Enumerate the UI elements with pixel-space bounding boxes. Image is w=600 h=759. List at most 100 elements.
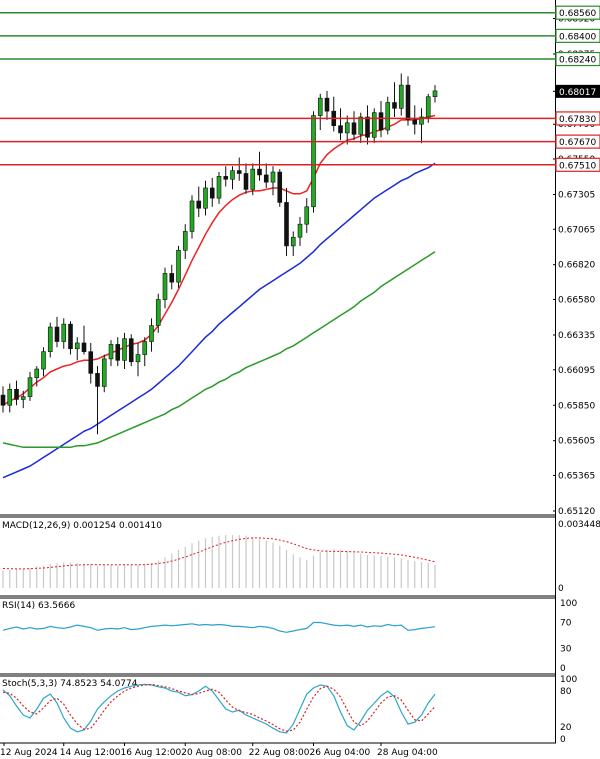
- candle-body: [149, 325, 154, 342]
- resistance-1-label: 0.68240: [559, 56, 596, 66]
- candle: [20, 390, 26, 409]
- candle-body: [209, 187, 215, 199]
- key-levels: 0.68560 0.68400 0.68240 0.67830 0.67670 0.675…: [0, 5, 600, 172]
- candle-body: [27, 377, 33, 397]
- candle-body: [338, 125, 343, 134]
- macd-histogram: [2, 535, 436, 588]
- candle: [122, 332, 127, 370]
- candle-body: [223, 176, 229, 180]
- candle-body: [284, 202, 289, 247]
- macd-signal-line: [2, 537, 436, 570]
- candle-body: [216, 176, 222, 199]
- candle: [324, 90, 330, 120]
- time-tick-label: 12 Aug 2024: [0, 748, 58, 758]
- candle-body: [304, 206, 310, 225]
- candle: [149, 318, 154, 352]
- panel-frames: [0, 0, 556, 744]
- candle: [196, 186, 202, 217]
- candle: [0, 386, 6, 413]
- macd-tick-label: 0.003448: [558, 520, 600, 530]
- macd-panel: MACD(12,26,9) 0.001254 0.001410 0.003448…: [2, 520, 600, 594]
- time-tick-label: 28 Aug 04:00: [377, 748, 438, 758]
- candle: [41, 347, 46, 377]
- macd-axis: 0.003448 0: [558, 520, 600, 594]
- macd-tick-label: 0: [558, 584, 564, 594]
- candle-body: [270, 171, 276, 183]
- candle-body: [351, 122, 357, 135]
- last-price-label: 0.68017: [556, 84, 600, 98]
- candlesticks: [0, 73, 438, 435]
- candle: [236, 157, 242, 181]
- candle-body: [419, 116, 424, 125]
- candle: [297, 216, 303, 246]
- candle-body: [95, 373, 100, 387]
- candle-body: [169, 273, 175, 283]
- candle-body: [297, 223, 303, 238]
- time-tick-label: 14 Aug 12:00: [60, 748, 121, 758]
- candle: [135, 342, 141, 377]
- candle: [304, 198, 310, 233]
- candle-body: [68, 323, 73, 350]
- price-tick-label: 0.67065: [558, 225, 595, 235]
- rsi-line: [2, 621, 436, 633]
- candle-body: [7, 389, 13, 406]
- candle-body: [47, 326, 53, 352]
- price-tick-label: 0.65120: [558, 507, 595, 517]
- candle-body: [189, 200, 195, 232]
- candle-body: [182, 231, 188, 251]
- candle: [162, 267, 168, 309]
- candle: [338, 108, 343, 141]
- candle-body: [344, 122, 350, 134]
- candle: [169, 264, 175, 290]
- candle-body: [122, 338, 127, 361]
- resistance-2-label-box: [555, 28, 600, 43]
- candle-body: [41, 351, 46, 370]
- time-tick-label: 26 Aug 04:00: [310, 748, 371, 758]
- last-price-value: 0.68017: [559, 88, 596, 98]
- candle: [385, 96, 391, 135]
- candle: [108, 340, 114, 367]
- candle-body: [0, 394, 6, 406]
- candle-body: [290, 236, 296, 247]
- resistance-3-label: 0.68560: [559, 9, 596, 19]
- candle-body: [405, 84, 411, 121]
- candle: [101, 354, 107, 393]
- candle-body: [371, 112, 377, 138]
- candle-body: [101, 358, 107, 387]
- candle: [61, 318, 67, 349]
- candle: [34, 366, 40, 387]
- candle: [311, 111, 316, 213]
- time-tick-label: 22 Aug 08:00: [249, 748, 310, 758]
- candle-body: [398, 84, 404, 109]
- candle: [250, 163, 256, 196]
- candle-body: [365, 116, 370, 138]
- candle: [88, 342, 94, 384]
- stoch-title: Stoch(5,3,3) 74.8523 54.0774: [2, 679, 138, 689]
- support-2-label: 0.67670: [559, 138, 596, 148]
- candle: [230, 166, 235, 190]
- candle: [277, 169, 283, 207]
- candle-body: [61, 323, 67, 342]
- candle-body: [311, 115, 316, 208]
- candle: [257, 151, 262, 181]
- candle: [284, 187, 289, 257]
- stoch-axis: 100 80 20 0: [560, 675, 577, 745]
- candle-body: [257, 168, 262, 176]
- ma-blue-line: [2, 162, 436, 479]
- candle-body: [263, 174, 269, 183]
- candle: [54, 316, 60, 348]
- stoch-tick-label: 0: [560, 735, 566, 745]
- candle: [351, 111, 357, 141]
- candle-body: [128, 338, 134, 363]
- ma-green-line: [2, 251, 436, 449]
- resistance-3-label-box: [555, 5, 600, 20]
- candle-body: [108, 344, 114, 360]
- rsi-tick-label: 0: [560, 664, 566, 674]
- candle: [331, 96, 337, 132]
- resistance-2-label: 0.68400: [559, 32, 596, 42]
- time-tick-label: 16 Aug 12:00: [121, 748, 182, 758]
- rsi-tick-label: 70: [560, 619, 572, 629]
- stoch-tick-label: 100: [560, 675, 577, 685]
- candle: [81, 325, 87, 355]
